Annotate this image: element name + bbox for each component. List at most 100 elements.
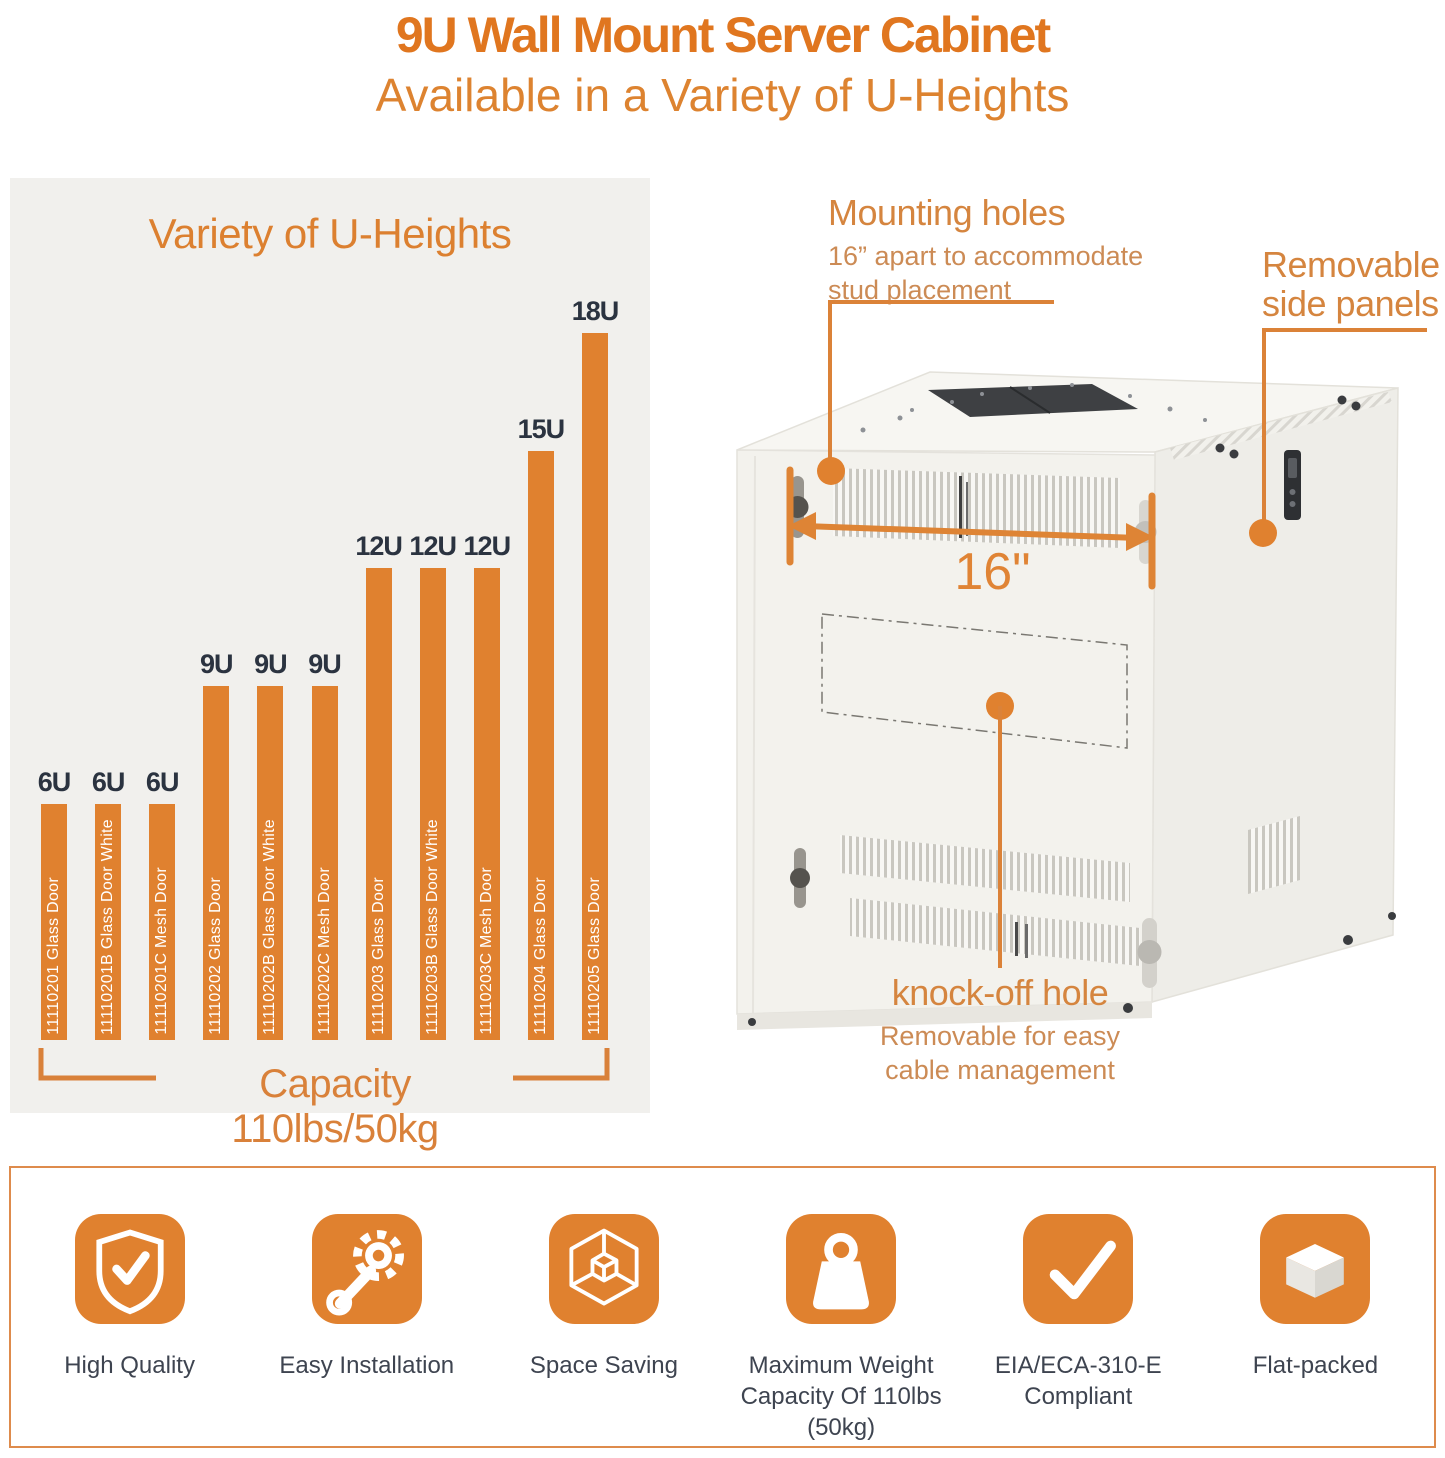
- side-panels-line-2: side panels: [1262, 282, 1439, 324]
- feature-item: Easy Installation: [248, 1168, 485, 1446]
- bar: 11110201 Glass Door: [41, 804, 67, 1040]
- mounting-holes-desc-1: 16” apart to accommodate: [828, 241, 1144, 271]
- flat-box-icon: [1260, 1214, 1371, 1324]
- bar-u-label: 9U: [200, 649, 234, 680]
- side-panels-callout-line-v: [1262, 328, 1266, 520]
- knockoff-desc-1: Removable for easy: [879, 1021, 1121, 1051]
- bar-u-label: 9U: [254, 649, 288, 680]
- bar-sku-label: 11110203C Mesh Door: [477, 867, 495, 1035]
- bar-u-label: 9U: [308, 649, 342, 680]
- bar-u-label: 6U: [37, 767, 72, 798]
- page-subtitle: Available in a Variety of U-Heights: [375, 69, 1070, 121]
- mounting-holes-annotation: Mounting holes 16” apart to accommodate …: [828, 192, 1143, 308]
- bar-item: 9U 11110202C Mesh Door: [285, 649, 365, 1040]
- bars: 6U 11110201 Glass Door 6U 11110201B Glass D…: [10, 178, 650, 1113]
- feature-label: Easy Installation: [279, 1352, 455, 1379]
- cube-icon: [548, 1214, 659, 1324]
- feature-label: Space Saving: [529, 1352, 678, 1379]
- lower-vent-1: [840, 835, 1130, 902]
- bar-item: 18U 11110205 Glass Door: [555, 296, 635, 1040]
- cabinet-illustration: [736, 371, 1399, 1030]
- bar-item: 9U 11110202B Glass Door White: [230, 649, 310, 1040]
- corner-screws: [748, 395, 1396, 1026]
- bar-item: 12U 11110203B Glass Door White: [393, 531, 473, 1040]
- cabinet-base: [737, 1002, 1152, 1030]
- mounting-holes-callout-line-h: [828, 300, 1054, 304]
- feature-label: Flat-packed: [1252, 1352, 1379, 1379]
- bar-u-label: 18U: [571, 295, 620, 326]
- bar: 11110203C Mesh Door: [473, 568, 500, 1040]
- page-title: 9U Wall Mount Server Cabinet: [395, 7, 1051, 63]
- feature-item: Flat-packed: [1197, 1168, 1434, 1446]
- side-panels-callout-dot: [1249, 519, 1277, 547]
- bar-item: 6U 11110201C Mesh Door: [122, 767, 202, 1040]
- bar: 11110202C Mesh Door: [311, 686, 338, 1040]
- bar-u-label: 6U: [91, 767, 126, 798]
- dimension-label: 16": [954, 543, 1031, 601]
- knockoff-title: knock-off hole: [891, 972, 1109, 1013]
- bar-item: 15U 11110204 Glass Door: [501, 413, 581, 1040]
- bar-sku-label: 11110202B Glass Door White: [261, 819, 279, 1035]
- side-lock-handle: [1284, 450, 1301, 520]
- bar-sku-label: 11110202 Glass Door: [207, 877, 225, 1035]
- weight-icon: [786, 1214, 897, 1324]
- feature-item: EIA/ECA-310-E Compliant: [960, 1168, 1197, 1446]
- checkmark-icon: [1023, 1214, 1134, 1324]
- bar-sku-label: 11110201 Glass Door: [45, 877, 62, 1035]
- feature-label: Maximum Weight Capacity Of 110lbs (50kg): [740, 1352, 942, 1442]
- bar-sku-label: 11110203 Glass Door: [369, 877, 387, 1035]
- top-screw-holes: [860, 383, 1207, 433]
- side-hatch-vent: [1170, 392, 1392, 460]
- dimension-arrow: [786, 466, 1156, 590]
- knock-off-panel: [821, 613, 1128, 749]
- feature-item: Maximum Weight Capacity Of 110lbs (50kg): [723, 1168, 960, 1446]
- gear-wrench-icon: [311, 1214, 422, 1324]
- bar-u-label: 15U: [517, 413, 566, 444]
- bar-sku-label: 11110205 Glass Door: [586, 877, 603, 1035]
- feature-item: Space Saving: [485, 1168, 722, 1446]
- side-panels-callout-line-h: [1262, 328, 1427, 332]
- knockoff-annotation: knock-off hole Removable for easy cable …: [850, 972, 1150, 1088]
- bar-item: 6U 11110201B Glass Door White: [68, 767, 148, 1040]
- feature-item: High Quality: [11, 1168, 248, 1446]
- side-panels-annotation: Removable side panels: [1262, 244, 1440, 324]
- knockoff-desc-2: cable management: [885, 1054, 1115, 1085]
- lower-vent-2: [850, 898, 1140, 966]
- bar-item: 6U 11110201 Glass Door: [14, 767, 94, 1040]
- bar: 11110205 Glass Door: [582, 332, 608, 1040]
- mounting-holes-callout-dot: [817, 457, 845, 485]
- mounting-holes-title: Mounting holes: [828, 192, 1066, 233]
- capacity-bracket: [38, 1048, 610, 1081]
- cabinet-side-panel: [1151, 387, 1399, 1003]
- bar: 11110202 Glass Door: [203, 686, 230, 1040]
- bar-sku-label: 11110201C Mesh Door: [153, 867, 171, 1035]
- bar-u-label: 12U: [409, 531, 457, 562]
- knockoff-callout-line-v: [998, 706, 1002, 968]
- u-heights-chart: Variety of U-Heights 6U 11110201 Glass Do…: [10, 178, 650, 1151]
- bar: 11110203B Glass Door White: [419, 568, 446, 1040]
- bar-sku-label: 11110202C Mesh Door: [315, 867, 333, 1035]
- mounting-plate: [928, 384, 1138, 417]
- bar: 11110203 Glass Door: [365, 568, 392, 1040]
- bar-sku-label: 11110203B Glass Door White: [423, 819, 441, 1035]
- mounting-holes-callout-line-v: [828, 300, 832, 458]
- bar: 11110201B Glass Door White: [95, 804, 122, 1040]
- chart-title: Variety of U-Heights: [148, 210, 512, 257]
- mounting-holes-desc-2: stud placement: [828, 274, 1012, 305]
- feature-label: EIA/ECA-310-E Compliant: [994, 1352, 1162, 1411]
- bar: 11110201C Mesh Door: [149, 804, 176, 1040]
- side-lower-vent: [1248, 816, 1300, 894]
- bar-u-label: 12U: [463, 531, 512, 562]
- bar-item: 9U 11110202 Glass Door: [176, 649, 256, 1040]
- bar-item: 12U 11110203 Glass Door: [339, 531, 419, 1040]
- shield-check-icon: [74, 1214, 185, 1324]
- capacity-label: Capacity 110lbs/50kg: [231, 1062, 439, 1151]
- header: 9U Wall Mount Server Cabinet Available i…: [0, 0, 1445, 122]
- bar-u-label: 6U: [145, 767, 180, 798]
- bar-item: 12U 11110203C Mesh Door: [447, 531, 527, 1040]
- side-panels-line-1: Removable: [1262, 244, 1440, 285]
- bar-sku-label: 11110204 Glass Door: [531, 877, 549, 1035]
- bar: 11110204 Glass Door: [527, 450, 554, 1040]
- feature-label: High Quality: [64, 1352, 195, 1379]
- bar-u-label: 12U: [355, 531, 403, 562]
